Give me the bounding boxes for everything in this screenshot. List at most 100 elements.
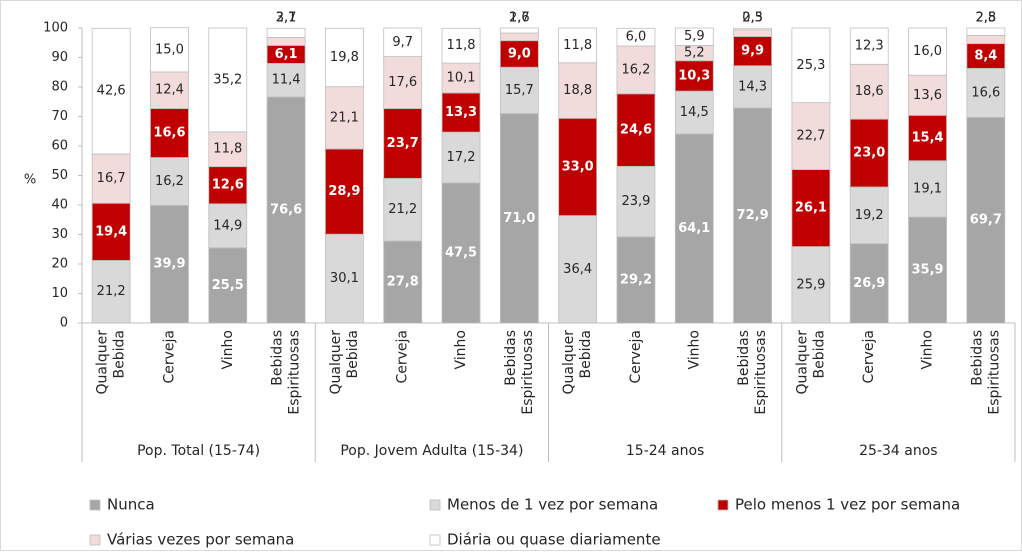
bar-segment — [441, 27, 481, 64]
value-label: 30,1 — [330, 271, 359, 286]
value-label: 72,9 — [737, 208, 769, 223]
y-tick-label: 40 — [51, 198, 68, 213]
bar-segment — [325, 27, 364, 88]
value-label: 69,7 — [970, 213, 1002, 228]
bar-segment — [849, 186, 889, 245]
bar-segment — [791, 102, 831, 170]
value-label: 29,2 — [620, 272, 652, 287]
bar-segment — [616, 236, 656, 324]
bar-segment — [383, 240, 423, 324]
legend-swatch — [429, 499, 441, 511]
bar-segment — [908, 216, 947, 324]
bar-segment — [558, 117, 598, 217]
value-label: 76,6 — [270, 203, 302, 218]
bar-segment — [383, 108, 423, 179]
x-tick-label: Vinho — [920, 330, 936, 369]
bar-segment — [208, 131, 248, 168]
bar-segment — [616, 27, 656, 47]
value-label: 6,0 — [626, 30, 647, 45]
value-label: 19,4 — [95, 224, 127, 239]
value-label: 2,8 — [976, 11, 997, 26]
y-tick-label: 70 — [51, 109, 68, 124]
bar-segment — [441, 131, 481, 184]
bar-segment — [616, 93, 656, 167]
y-tick-label: 20 — [51, 257, 68, 272]
bar-segment — [266, 37, 306, 46]
bar-segment — [499, 40, 539, 68]
value-label: 21,1 — [330, 110, 359, 125]
value-label: 19,2 — [855, 208, 884, 223]
bar-segment — [849, 27, 889, 65]
value-label: 16,6 — [971, 85, 1000, 100]
bar-segment — [208, 203, 248, 249]
value-label: 26,9 — [853, 276, 885, 291]
value-label: 17,6 — [388, 75, 417, 90]
value-label: 9,9 — [741, 44, 764, 59]
bar-segment — [791, 246, 831, 324]
bar-segment — [208, 247, 248, 324]
x-tick-label: QualquerBebida — [794, 330, 827, 395]
value-label: 71,0 — [503, 211, 535, 226]
bar-segment — [208, 166, 248, 205]
bar-segment — [441, 62, 481, 94]
bar-segment — [733, 65, 772, 109]
value-label: 23,7 — [387, 136, 419, 151]
value-label: 6,1 — [275, 47, 298, 62]
value-label: 11,4 — [272, 73, 301, 88]
value-label: 15,4 — [911, 131, 943, 146]
bar-segment — [266, 63, 306, 98]
value-label: 16,0 — [913, 44, 942, 59]
value-label: 19,8 — [330, 50, 359, 65]
value-label: 18,6 — [855, 84, 884, 99]
legend-swatch — [717, 499, 729, 511]
legend-swatch — [429, 534, 441, 546]
value-label: 15,7 — [505, 83, 534, 98]
legend-label: Nunca — [107, 496, 155, 514]
value-label: 21,2 — [97, 284, 126, 299]
x-tick-label: BebidasEspirituosas — [503, 330, 536, 415]
x-tick-label: BebidasEspirituosas — [270, 330, 303, 415]
y-tick-label: 90 — [51, 50, 68, 65]
group-label: Pop. Jovem Adulta (15-34) — [340, 443, 523, 459]
group-label: 25-34 anos — [859, 443, 937, 459]
value-label: 2,3 — [742, 11, 763, 26]
legend-label: Pelo menos 1 vez por semana — [735, 496, 960, 514]
value-label: 2,5 — [976, 11, 997, 26]
value-label: 14,3 — [738, 79, 767, 94]
group-label: Pop. Total (15-74) — [137, 443, 260, 459]
bar-segment — [966, 116, 1006, 324]
bar-segment — [208, 27, 248, 133]
value-label: 10,1 — [447, 71, 476, 86]
y-tick-label: 30 — [51, 227, 68, 242]
value-label: 25,5 — [212, 278, 244, 293]
legend-swatch — [89, 534, 101, 546]
value-label: 23,0 — [853, 146, 885, 161]
value-label: 24,6 — [620, 123, 652, 138]
bar-segment — [91, 27, 131, 155]
value-label: 12,3 — [855, 39, 884, 54]
bar-segment — [966, 68, 1006, 118]
value-label: 26,1 — [795, 201, 827, 216]
y-tick-label: 10 — [51, 286, 68, 301]
value-label: 33,0 — [562, 159, 594, 174]
bar-segment — [441, 92, 481, 133]
value-label: 25,9 — [796, 277, 825, 292]
bar-segment — [150, 71, 189, 109]
value-label: 11,8 — [447, 38, 476, 53]
x-tick-label: Vinho — [220, 330, 236, 369]
value-label: 18,8 — [563, 83, 592, 98]
value-label: 36,4 — [563, 262, 592, 277]
y-axis-label: % — [24, 173, 36, 188]
value-label: 17,2 — [447, 150, 476, 165]
bar-segment — [616, 45, 656, 95]
bar-segment — [150, 157, 189, 206]
value-label: 42,6 — [97, 84, 126, 99]
legend-label: Várias vezes por semana — [107, 531, 294, 549]
bar-segment — [791, 169, 831, 247]
value-label: 11,8 — [563, 38, 592, 53]
value-label: 14,5 — [680, 105, 709, 120]
value-label: 5,9 — [684, 29, 705, 44]
x-tick-label: QualquerBebida — [561, 330, 594, 395]
x-tick-label: Cerveja — [395, 330, 411, 384]
